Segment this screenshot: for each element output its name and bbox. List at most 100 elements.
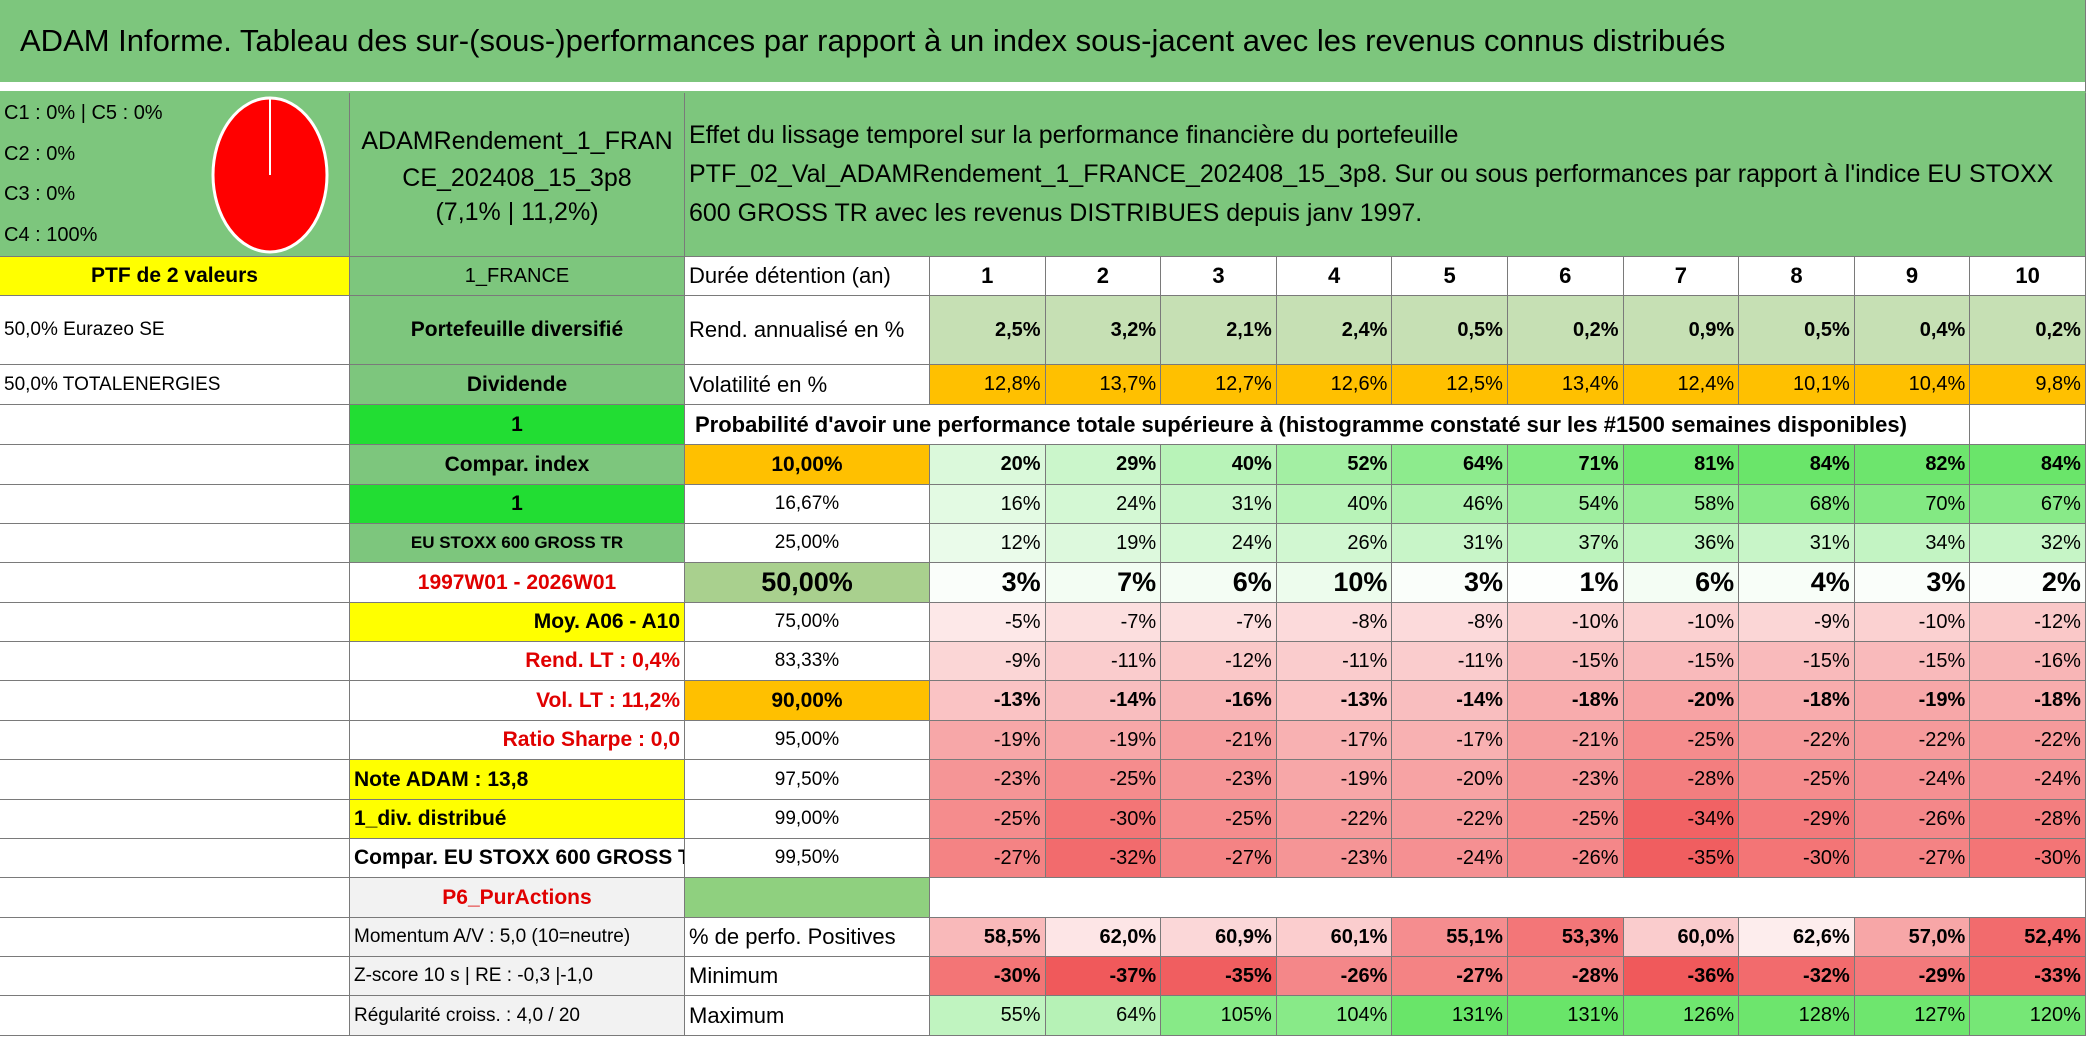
value-cell: -21% [1161,721,1277,760]
portfolio-cell [0,839,350,878]
spacer [0,82,2086,93]
value-cell: 40% [1276,485,1393,524]
value-cell: 64% [1392,445,1508,485]
value-cell: -37% [1045,957,1162,996]
portfolio-cell: 50,0% Eurazeo SE [0,296,350,365]
value-cell: 6% [1161,563,1277,603]
value-cell: -9% [1739,603,1855,642]
value-cell: 71% [1507,445,1624,485]
value-cell: -25% [1045,760,1162,800]
value-cell: -5% [930,603,1046,642]
value-cell: 31% [1392,524,1508,563]
column-header: 9 [1854,257,1971,296]
allocation-item: C1 : 0% | C5 : 0% [4,101,163,124]
value-cell: 81% [1623,445,1740,485]
value-cell: -21% [1507,721,1624,760]
value-cell: 131% [1392,996,1508,1036]
description-cell: Effet du lissage temporel sur la perform… [685,93,2086,257]
value-cell: 60,0% [1623,918,1740,957]
value-cell: -15% [1507,642,1624,681]
portfolio-cell [0,603,350,642]
value-cell: 84% [1970,445,2086,485]
value-cell: 68% [1739,485,1855,524]
portfolio-name-cell: ADAMRendement_1_FRANCE_202408_15_3p8 (7,… [350,93,685,257]
info-cell: Compar. index [350,445,685,485]
value-cell: -20% [1392,760,1508,800]
portfolio-cell [0,800,350,839]
row-label: Volatilité en % [685,365,930,405]
value-cell: 52,4% [1970,918,2086,957]
allocation-item: C2 : 0% [4,142,76,165]
value-cell: -23% [930,760,1046,800]
value-cell: -17% [1392,721,1508,760]
portfolio-cell: PTF de 2 valeurs [0,257,350,296]
row-label: 50,00% [685,563,930,603]
value-cell: -25% [1161,800,1277,839]
value-cell: -15% [1623,642,1740,681]
value-cell: 29% [1045,445,1162,485]
value-cell: 12,4% [1623,365,1740,405]
info-cell: 1 [350,405,685,445]
value-cell: -12% [1161,642,1277,681]
value-cell: 16% [930,485,1046,524]
info-cell: Portefeuille diversifié [350,296,685,365]
value-cell: -25% [930,800,1046,839]
value-cell: 12,6% [1276,365,1393,405]
row-label: 10,00% [685,445,930,485]
column-header: 4 [1276,257,1393,296]
value-cell: 12% [930,524,1046,563]
value-cell: -35% [1161,957,1277,996]
value-cell: 131% [1507,996,1624,1036]
info-cell: 1 [350,485,685,524]
info-cell: Ratio Sharpe : 0,0 [350,721,685,760]
allocation-item: C4 : 100% [4,224,98,247]
value-cell: -7% [1045,603,1162,642]
value-cell: -27% [1392,957,1508,996]
value-cell: 3,2% [1045,296,1162,365]
value-cell: 3% [1392,563,1508,603]
value-cell: -29% [1739,800,1855,839]
cell [930,878,2086,918]
value-cell: 32% [1970,524,2086,563]
portfolio-cell: 50,0% TOTALENERGIES [0,365,350,405]
value-cell: -10% [1507,603,1624,642]
value-cell: -24% [1854,760,1971,800]
portfolio-cell [0,957,350,996]
value-cell: -27% [930,839,1046,878]
info-cell: Rend. LT : 0,4% [350,642,685,681]
value-cell: 9,8% [1970,365,2086,405]
column-header: 2 [1045,257,1162,296]
value-cell: -32% [1739,957,1855,996]
value-cell: 19% [1045,524,1162,563]
info-cell: P6_PurActions [350,878,685,918]
value-cell: 24% [1161,524,1277,563]
column-header: 5 [1392,257,1508,296]
value-cell: -11% [1276,642,1393,681]
value-cell: 128% [1739,996,1855,1036]
value-cell: -30% [1970,839,2086,878]
info-cell: Note ADAM : 13,8 [350,760,685,800]
value-cell: 70% [1854,485,1971,524]
row-label: Rend. annualisé en % [685,296,930,365]
value-cell: 82% [1854,445,1971,485]
value-cell: 10% [1276,563,1393,603]
value-cell: 0,9% [1623,296,1740,365]
value-cell: 37% [1507,524,1624,563]
row-label: 90,00% [685,681,930,721]
value-cell: -30% [1045,800,1162,839]
info-cell: Dividende [350,365,685,405]
row-label: 99,50% [685,839,930,878]
value-cell: -7% [1161,603,1277,642]
portfolio-name: ADAMRendement_1_FRANCE_202408_15_3p8 [361,126,673,193]
value-cell: -23% [1276,839,1393,878]
value-cell: 127% [1854,996,1971,1036]
cell [1970,405,2086,445]
portfolio-cell [0,918,350,957]
value-cell: -16% [1970,642,2086,681]
value-cell: -23% [1161,760,1277,800]
value-cell: -19% [1854,681,1971,721]
info-cell: Vol. LT : 11,2% [350,681,685,721]
value-cell: -8% [1276,603,1393,642]
value-cell: 31% [1739,524,1855,563]
row-label: Maximum [685,996,930,1036]
